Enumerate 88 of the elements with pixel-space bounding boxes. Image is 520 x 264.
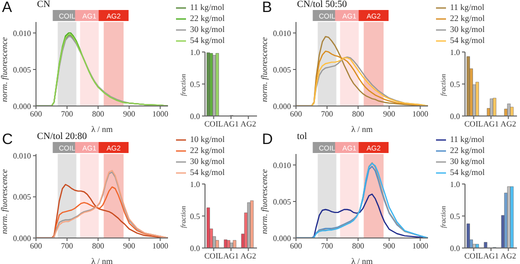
x-tick-label: 600 (290, 242, 302, 251)
y-tick-label: 0.5 (190, 212, 200, 221)
y-tick-label: 0.000 (273, 102, 291, 111)
y-tick-label: 1.0 (450, 180, 460, 189)
legend-label: 30 kg/mol (450, 24, 485, 34)
chart-title: CN/tol 50:50 (297, 0, 347, 11)
y-tick-label: 1.0 (450, 48, 460, 57)
x-tick-label: 800 (92, 242, 104, 251)
y-axis-title: norm. fluorescence (0, 168, 10, 234)
x-tick-label: COIL (204, 252, 224, 261)
x-tick-label: 800 (352, 110, 364, 119)
y-tick-label: 0.005 (273, 65, 291, 74)
y-tick-label: 0.5 (190, 80, 200, 89)
x-tick-label: 1000 (152, 110, 168, 119)
x-tick-label: 1000 (412, 110, 428, 119)
y-tick-label: 1.0 (190, 180, 200, 189)
y-tick-label: 0.010 (13, 151, 31, 160)
x-tick-label: AG1 (223, 120, 239, 129)
legend-label: 30 kg/mol (190, 24, 225, 34)
chart-title: CN/tol 20:80 (37, 132, 87, 143)
x-axis-title: λ / nm (91, 256, 114, 264)
chart-title: tol (297, 132, 308, 143)
x-tick-label: 700 (61, 242, 74, 251)
legend-label: 11 kg/mol (190, 2, 224, 12)
x-tick-label: 900 (123, 110, 136, 119)
y-tick-label: 0.010 (273, 28, 291, 38)
x-tick-label: AG1 (483, 120, 499, 129)
x-tick-label: 600 (30, 242, 42, 251)
legend-label: 54 kg/mol (450, 35, 485, 46)
y-tick-label: 0.0 (450, 112, 460, 121)
text: C (2, 131, 13, 148)
x-tick-label: 800 (92, 110, 104, 119)
y-tick-label: 0.000 (273, 234, 291, 243)
legend-label: 10 kg/mol (190, 134, 225, 144)
x-tick-label: 600 (30, 110, 42, 119)
legend-label: 22 kg/mol (450, 145, 485, 156)
x-tick-label: 900 (383, 110, 396, 119)
y-tick-label: 0.000 (13, 234, 31, 243)
text: A (2, 0, 12, 16)
legend-label: 22 kg/mol (190, 145, 225, 156)
x-tick-label: AG1 (223, 252, 239, 261)
x-tick-label: 700 (321, 242, 334, 251)
legend-label: 30 kg/mol (190, 156, 225, 166)
y-tick-label: 0.000 (13, 102, 31, 111)
y-tick-label: 1.0 (190, 48, 200, 57)
text: B (262, 0, 272, 16)
x-tick-label: 1000 (412, 242, 428, 251)
x-tick-label: COIL (464, 120, 484, 129)
x-tick-label: COIL (204, 120, 224, 129)
chart-title: CN (37, 0, 50, 11)
legend-label: 54 kg/mol (450, 167, 485, 178)
x-tick-label: 600 (290, 110, 302, 119)
x-axis-title: λ / nm (351, 256, 374, 264)
legend-label: 22 kg/mol (190, 13, 225, 24)
legend-label: 22 kg/mol (450, 13, 485, 24)
text: D (262, 131, 273, 148)
y-tick-label: 0.005 (13, 192, 31, 202)
y-tick-label: 0.0 (190, 244, 200, 253)
y-tick-label: 0.0 (190, 112, 200, 121)
x-axis-title: λ / nm (91, 124, 114, 134)
x-tick-label: AG2 (500, 252, 516, 261)
x-tick-label: 1000 (152, 242, 168, 251)
x-tick-label: 900 (123, 242, 136, 251)
y-tick-label: 0.010 (273, 160, 291, 170)
y-tick-label: 0.005 (13, 65, 31, 74)
legend-label: 54 kg/mol (190, 35, 225, 46)
y-tick-label: 0.0 (450, 244, 460, 253)
x-tick-label: AG1 (483, 252, 499, 261)
x-tick-label: 900 (383, 242, 396, 251)
x-axis-title: λ / nm (351, 124, 374, 134)
y-tick-label: 0.5 (450, 80, 460, 89)
y-axis-title: norm. fluorescence (0, 36, 10, 102)
x-tick-label: COIL (464, 252, 484, 261)
x-tick-label: AG2 (500, 120, 516, 129)
y-axis-title: norm. fluorescence (259, 36, 270, 102)
x-tick-label: AG2 (240, 120, 256, 129)
y-tick-label: 0.005 (273, 197, 291, 206)
y-tick-label: 0.010 (13, 28, 31, 38)
legend-label: 11 kg/mol (450, 2, 484, 12)
x-tick-label: 700 (321, 110, 334, 119)
y-tick-label: 0.5 (450, 212, 460, 221)
x-tick-label: AG2 (240, 252, 256, 261)
y-axis-title: norm. fluorescence (259, 168, 270, 234)
x-tick-label: 700 (61, 110, 74, 119)
legend-label: 54 kg/mol (190, 167, 225, 178)
x-tick-label: 800 (352, 242, 364, 251)
legend-label: 11 kg/mol (450, 134, 484, 144)
legend-label: 30 kg/mol (450, 156, 485, 166)
